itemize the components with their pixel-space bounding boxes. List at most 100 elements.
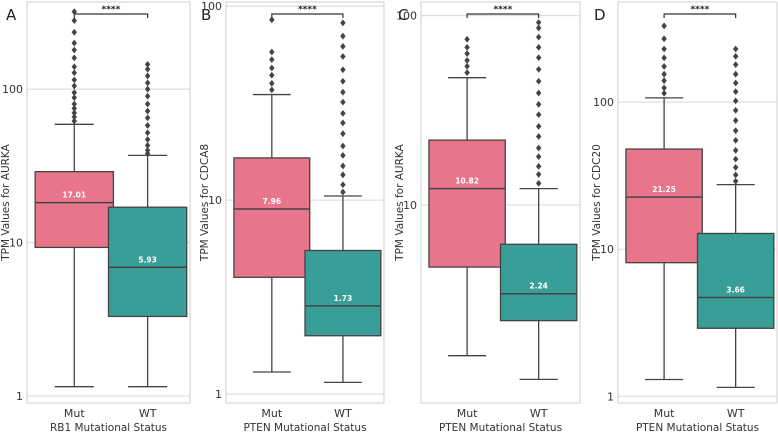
box-wt-outlier [340, 162, 346, 170]
box-mut-iqr [428, 139, 506, 268]
box-mut-outlier [71, 63, 77, 71]
box-wt-outlier [535, 24, 542, 32]
box-wt-outlier [144, 85, 151, 93]
box-wt-median-label: 3.66 [726, 285, 745, 294]
box-wt-outlier [732, 70, 739, 78]
box-mut-median-label: 17.01 [62, 191, 86, 200]
box-wt-outlier [340, 181, 346, 189]
panel-letter: B [201, 6, 211, 24]
box-mut-outlier [464, 62, 470, 70]
box-wt-outlier [732, 177, 739, 185]
box-wt-outlier [144, 100, 151, 108]
box-mut-outlier [71, 89, 77, 96]
box-mut-outlier [269, 79, 275, 87]
box-wt-outlier [340, 109, 346, 117]
box-wt-outlier [535, 89, 542, 97]
box-wt-outlier [340, 32, 346, 40]
box-wt-outlier [732, 45, 739, 53]
box-mut-iqr [233, 157, 311, 278]
y-tick-label: 10 [9, 237, 23, 250]
box-wt-outlier [144, 72, 151, 80]
y-axis-label: TPM Values for AURKA [0, 143, 12, 261]
box-wt-outlier [535, 54, 542, 62]
box-wt-outlier [144, 129, 151, 137]
y-tick-label: 100 [2, 83, 23, 96]
box-wt-outlier [340, 53, 346, 60]
box-wt-outlier [144, 122, 151, 129]
box-mut-outlier [71, 39, 77, 47]
box-wt-outlier [340, 152, 346, 159]
box-wt-iqr [304, 249, 382, 337]
x-tick-label: Mut [654, 407, 675, 420]
box-wt-outlier [732, 52, 739, 60]
box-wt-outlier [732, 155, 739, 163]
box-wt-outlier [144, 92, 151, 100]
box-wt-median-label: 5.93 [138, 255, 157, 264]
box-wt-outlier [732, 146, 739, 154]
y-tick-label: 1 [607, 390, 614, 403]
box-wt-outlier [535, 171, 542, 178]
significance-label: **** [690, 5, 709, 15]
box-wt-outlier [340, 19, 346, 27]
box-mut-outlier [269, 86, 275, 94]
box-mut-outlier [661, 89, 667, 97]
box-wt-outlier [144, 136, 151, 143]
x-axis-label: PTEN Mutational Status [636, 422, 759, 434]
box-wt-outlier [535, 77, 542, 85]
panel-letter: A [6, 6, 17, 24]
panel-b: B 1 10 100 7.96 Mut 1.73 WT **** PTEN Mutational … [199, 0, 385, 434]
box-wt-outlier [144, 146, 151, 154]
box-wt-outlier [340, 188, 346, 196]
box-wt-outlier [535, 153, 542, 161]
y-tick-label: 10 [208, 194, 222, 207]
box-wt-outlier [340, 171, 346, 179]
x-axis-label: PTEN Mutational Status [243, 422, 366, 434]
box-wt-median-label: 1.73 [334, 294, 353, 303]
y-tick-label: 100 [593, 96, 614, 109]
box-mut-outlier [71, 104, 77, 112]
box-mut-outlier [661, 35, 667, 43]
box-wt-outlier [535, 100, 542, 108]
box-wt-outlier [340, 119, 346, 127]
x-axis-label: PTEN Mutational Status [439, 422, 562, 434]
box-wt-outlier [144, 150, 151, 158]
box-mut-outlier [71, 109, 77, 117]
significance-bracket [271, 13, 344, 18]
box-wt-outlier [732, 136, 739, 144]
box-mut-outlier [661, 22, 667, 30]
x-tick-label: Mut [261, 407, 282, 420]
box-mut-outlier [71, 28, 77, 36]
box-wt-outlier [340, 77, 346, 85]
box-mut-outlier [71, 100, 77, 108]
box-mut-median-label: 7.96 [263, 197, 282, 206]
box-mut-outlier [464, 35, 470, 43]
box-mut-median-label: 21.25 [652, 185, 676, 194]
box-wt-iqr [107, 206, 188, 318]
y-tick-label: 100 [201, 0, 222, 13]
box-wt-outlier [732, 127, 739, 135]
y-axis-label: TPM Values for AURKA [394, 143, 406, 261]
x-tick-label: Mut [64, 407, 85, 420]
box-mut-outlier [661, 45, 667, 53]
box-wt-outlier [535, 144, 542, 152]
box-mut-outlier [269, 48, 275, 56]
box-mut-outlier [71, 82, 77, 90]
box-wt-outlier [144, 141, 151, 149]
panel-d: D 1 10 100 21.25 Mut 3.66 WT **** PTEN Mutational… [591, 1, 778, 434]
box-wt-outlier [535, 33, 542, 41]
box-wt-outlier [340, 66, 346, 74]
box-mut-outlier [661, 70, 667, 78]
box-wt-median-label: 2.24 [529, 282, 548, 291]
box-wt-outlier [535, 65, 542, 73]
box-wt-outlier [340, 130, 346, 138]
box-mut-outlier [661, 54, 667, 62]
box-mut-outlier [71, 69, 77, 77]
plot-frame [617, 1, 778, 404]
box-mut-outlier [661, 77, 667, 85]
box-wt-outlier [535, 43, 542, 51]
box-wt-outlier [732, 61, 739, 69]
y-tick-label: 1 [16, 390, 23, 403]
box-mut-outlier [661, 84, 667, 92]
box-wt-outlier [535, 19, 542, 26]
